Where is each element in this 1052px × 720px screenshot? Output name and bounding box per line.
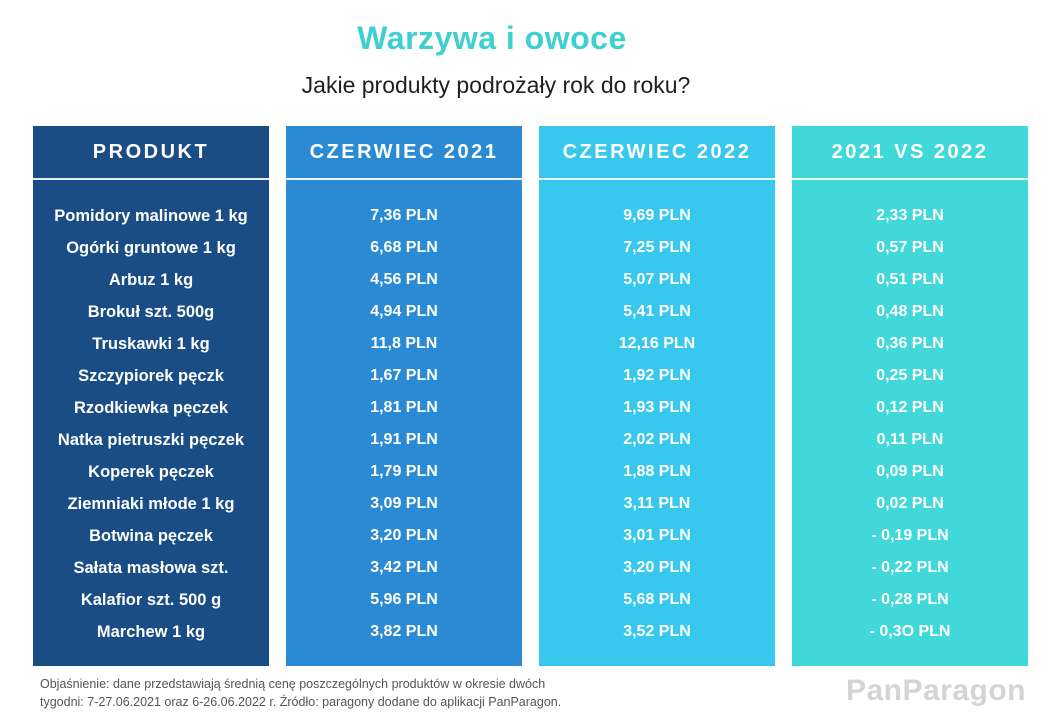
page-subtitle: Jakie produkty podrożały rok do roku? (301, 72, 691, 98)
table-cell-diff: 0,48 PLN (876, 303, 944, 320)
table-cell-june2022: 1,92 PLN (623, 367, 691, 384)
table-cell-diff: - 0,28 PLN (871, 591, 949, 608)
table-cell-june2021: 3,82 PLN (370, 623, 438, 640)
table-cell-june2021: 3,09 PLN (370, 495, 438, 512)
product-column-header: PRODUKT (92, 141, 210, 163)
june-2021-column: CZERWIEC 2021 7,36 PLN 6,68 PLN 4,56 PLN 4,… (286, 126, 522, 666)
difference-column-header: 2021 VS 2022 (831, 141, 989, 163)
table-cell-product: Ogórki gruntowe 1 kg (66, 239, 236, 257)
difference-cells: 2,33 PLN 0,57 PLN 0,51 PLN 0,48 PLN 0,36 PLN… (792, 180, 1028, 648)
table-cell-product: Truskawki 1 kg (92, 335, 210, 353)
table-cell-diff: 0,12 PLN (876, 399, 944, 416)
table-cell-diff: 0,36 PLN (876, 335, 944, 352)
table-cell-june2021: 7,36 PLN (370, 207, 438, 224)
table-cell-june2021: 3,42 PLN (370, 559, 438, 576)
table-cell-diff: - 0,3O PLN (869, 623, 951, 640)
table-cell-june2022: 3,01 PLN (623, 527, 691, 544)
table-cell-product: Marchew 1 kg (96, 623, 206, 641)
table-cell-june2021: 11,8 PLN (370, 335, 438, 352)
table-cell-product: Ziemniaki młode 1 kg (67, 495, 235, 513)
table-cell-june2021: 4,94 PLN (370, 303, 438, 320)
page-title: Warzywa i owoce (357, 20, 627, 56)
table-cell-diff: 0,51 PLN (876, 271, 944, 288)
june-2021-column-header: CZERWIEC 2021 (309, 141, 499, 163)
table-cell-june2021: 1,79 PLN (370, 463, 438, 480)
table-cell-product: Rzodkiewka pęczek (73, 399, 229, 417)
table-cell-diff: - 0,22 PLN (871, 559, 949, 576)
june-2022-cells: 9,69 PLN 7,25 PLN 5,07 PLN 5,41 PLN 12,16 PL… (539, 180, 775, 648)
table-cell-june2021: 4,56 PLN (370, 271, 438, 288)
june-2022-column-header: CZERWIEC 2022 (562, 141, 752, 163)
footnote-line: tygodni: 7-27.06.2021 oraz 6-26.06.2022 … (40, 695, 562, 709)
table-cell-june2022: 5,68 PLN (623, 591, 691, 608)
table-cell-june2022: 3,52 PLN (623, 623, 691, 640)
table-cell-june2022: 9,69 PLN (623, 207, 691, 224)
header-divider (792, 178, 1028, 180)
table-cell-diff: - 0,19 PLN (871, 527, 949, 544)
table-cell-june2022: 12,16 PLN (618, 335, 696, 352)
table-cell-diff: 0,11 PLN (876, 431, 944, 448)
header-divider (33, 178, 269, 180)
table-cell-june2021: 1,67 PLN (370, 367, 438, 384)
product-cells: Pomidory malinowe 1 kg Ogórki gruntowe 1 … (33, 180, 269, 648)
table-cell-product: Pomidory malinowe 1 kg (54, 207, 248, 225)
table-cell-diff: 0,57 PLN (876, 239, 944, 256)
table-cell-june2021: 1,91 PLN (370, 431, 438, 448)
table-cell-june2022: 3,11 PLN (623, 495, 691, 512)
table-cell-june2022: 3,20 PLN (623, 559, 691, 576)
table-cell-june2021: 5,96 PLN (370, 591, 438, 608)
footnote: Objaśnienie: dane przedstawiają średnią … (40, 675, 660, 711)
table-cell-june2022: 2,02 PLN (623, 431, 691, 448)
table-cell-june2022: 1,93 PLN (623, 399, 691, 416)
table-cell-diff: 0,25 PLN (876, 367, 944, 384)
difference-column: 2021 VS 2022 2,33 PLN 0,57 PLN 0,51 PLN 0,4… (792, 126, 1028, 666)
table-cell-june2022: 7,25 PLN (623, 239, 691, 256)
header-divider (286, 178, 522, 180)
table-cell-product: Brokuł szt. 500g (87, 303, 215, 321)
table-cell-june2022: 5,07 PLN (623, 271, 691, 288)
table-cell-product: Koperek pęczek (88, 463, 214, 481)
table-cell-product: Szczypiorek pęczk (78, 367, 224, 385)
table-cell-june2022: 5,41 PLN (623, 303, 691, 320)
table-cell-diff: 0,09 PLN (876, 463, 944, 480)
table-cell-june2021: 3,20 PLN (370, 527, 438, 544)
brand-logo: PanParagon (845, 674, 1026, 707)
table-cell-diff: 0,02 PLN (876, 495, 944, 512)
header-divider (539, 178, 775, 180)
table-cell-product: Botwina pęczek (89, 527, 213, 545)
footnote-line: Objaśnienie: dane przedstawiają średnią … (40, 677, 546, 691)
table-cell-product: Kalafior szt. 500 g (80, 591, 222, 609)
table-cell-product: Sałata masłowa szt. (73, 559, 229, 577)
product-column: PRODUKT Pomidory malinowe 1 kg Ogórki gru… (33, 126, 269, 666)
june-2021-cells: 7,36 PLN 6,68 PLN 4,56 PLN 4,94 PLN 11,8 PLN… (286, 180, 522, 648)
table-cell-product: Natka pietruszki pęczek (57, 431, 245, 449)
june-2022-column: CZERWIEC 2022 9,69 PLN 7,25 PLN 5,07 PLN 5,… (539, 126, 775, 666)
table-cell-june2021: 6,68 PLN (370, 239, 438, 256)
table-cell-june2022: 1,88 PLN (623, 463, 691, 480)
table-cell-diff: 2,33 PLN (876, 207, 944, 224)
table-cell-product: Arbuz 1 kg (108, 271, 194, 289)
table-cell-june2021: 1,81 PLN (370, 399, 438, 416)
